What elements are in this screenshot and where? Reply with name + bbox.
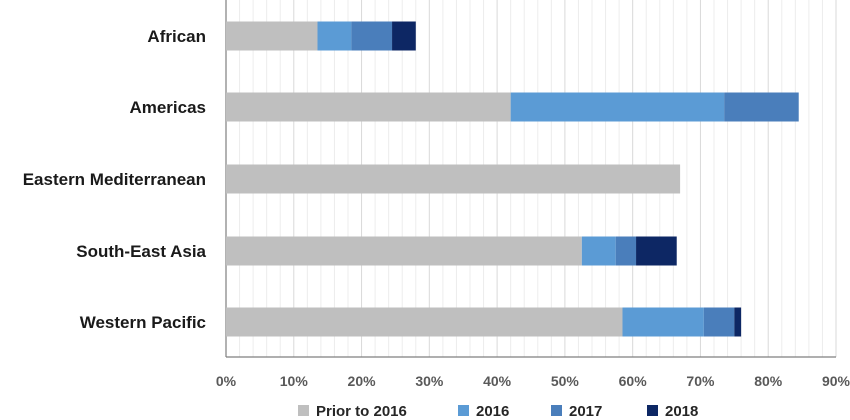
bar-segment [510, 92, 725, 122]
category-label: South-East Asia [76, 242, 206, 261]
legend-label: Prior to 2016 [316, 403, 407, 420]
bar-segment [703, 307, 735, 337]
bar-segment [226, 21, 318, 51]
bar-segment [734, 307, 742, 337]
x-tick-label: 30% [415, 373, 444, 389]
legend-swatch [551, 405, 562, 416]
bar-segment [615, 236, 637, 266]
legend-label: 2016 [476, 403, 509, 420]
bar-segment [226, 236, 582, 266]
bar-segment [226, 164, 681, 194]
x-tick-label: 60% [619, 373, 648, 389]
legend-label: 2018 [665, 403, 698, 420]
legend-swatch [458, 405, 469, 416]
bar-segment [351, 21, 393, 51]
bar-segment [226, 307, 623, 337]
bar-segment [317, 21, 352, 51]
bar-segment [622, 307, 704, 337]
bar-segment [226, 92, 511, 122]
x-tick-label: 90% [822, 373, 850, 389]
legend-label: 2017 [569, 403, 602, 420]
x-tick-label: 10% [280, 373, 309, 389]
category-label: Western Pacific [80, 313, 206, 332]
legend-swatch [298, 405, 309, 416]
category-label: Americas [129, 98, 206, 117]
bar-segment [636, 236, 677, 266]
legend-swatch [647, 405, 658, 416]
x-tick-label: 80% [754, 373, 783, 389]
bar-segment [581, 236, 616, 266]
x-tick-label: 40% [483, 373, 512, 389]
x-tick-label: 70% [686, 373, 715, 389]
bar-segment [392, 21, 416, 51]
x-tick-label: 50% [551, 373, 580, 389]
bar-segment [724, 92, 799, 122]
x-tick-label: 20% [348, 373, 377, 389]
x-tick-label: 0% [216, 373, 237, 389]
category-label: Eastern Mediterranean [23, 170, 206, 189]
category-label: African [147, 27, 206, 46]
